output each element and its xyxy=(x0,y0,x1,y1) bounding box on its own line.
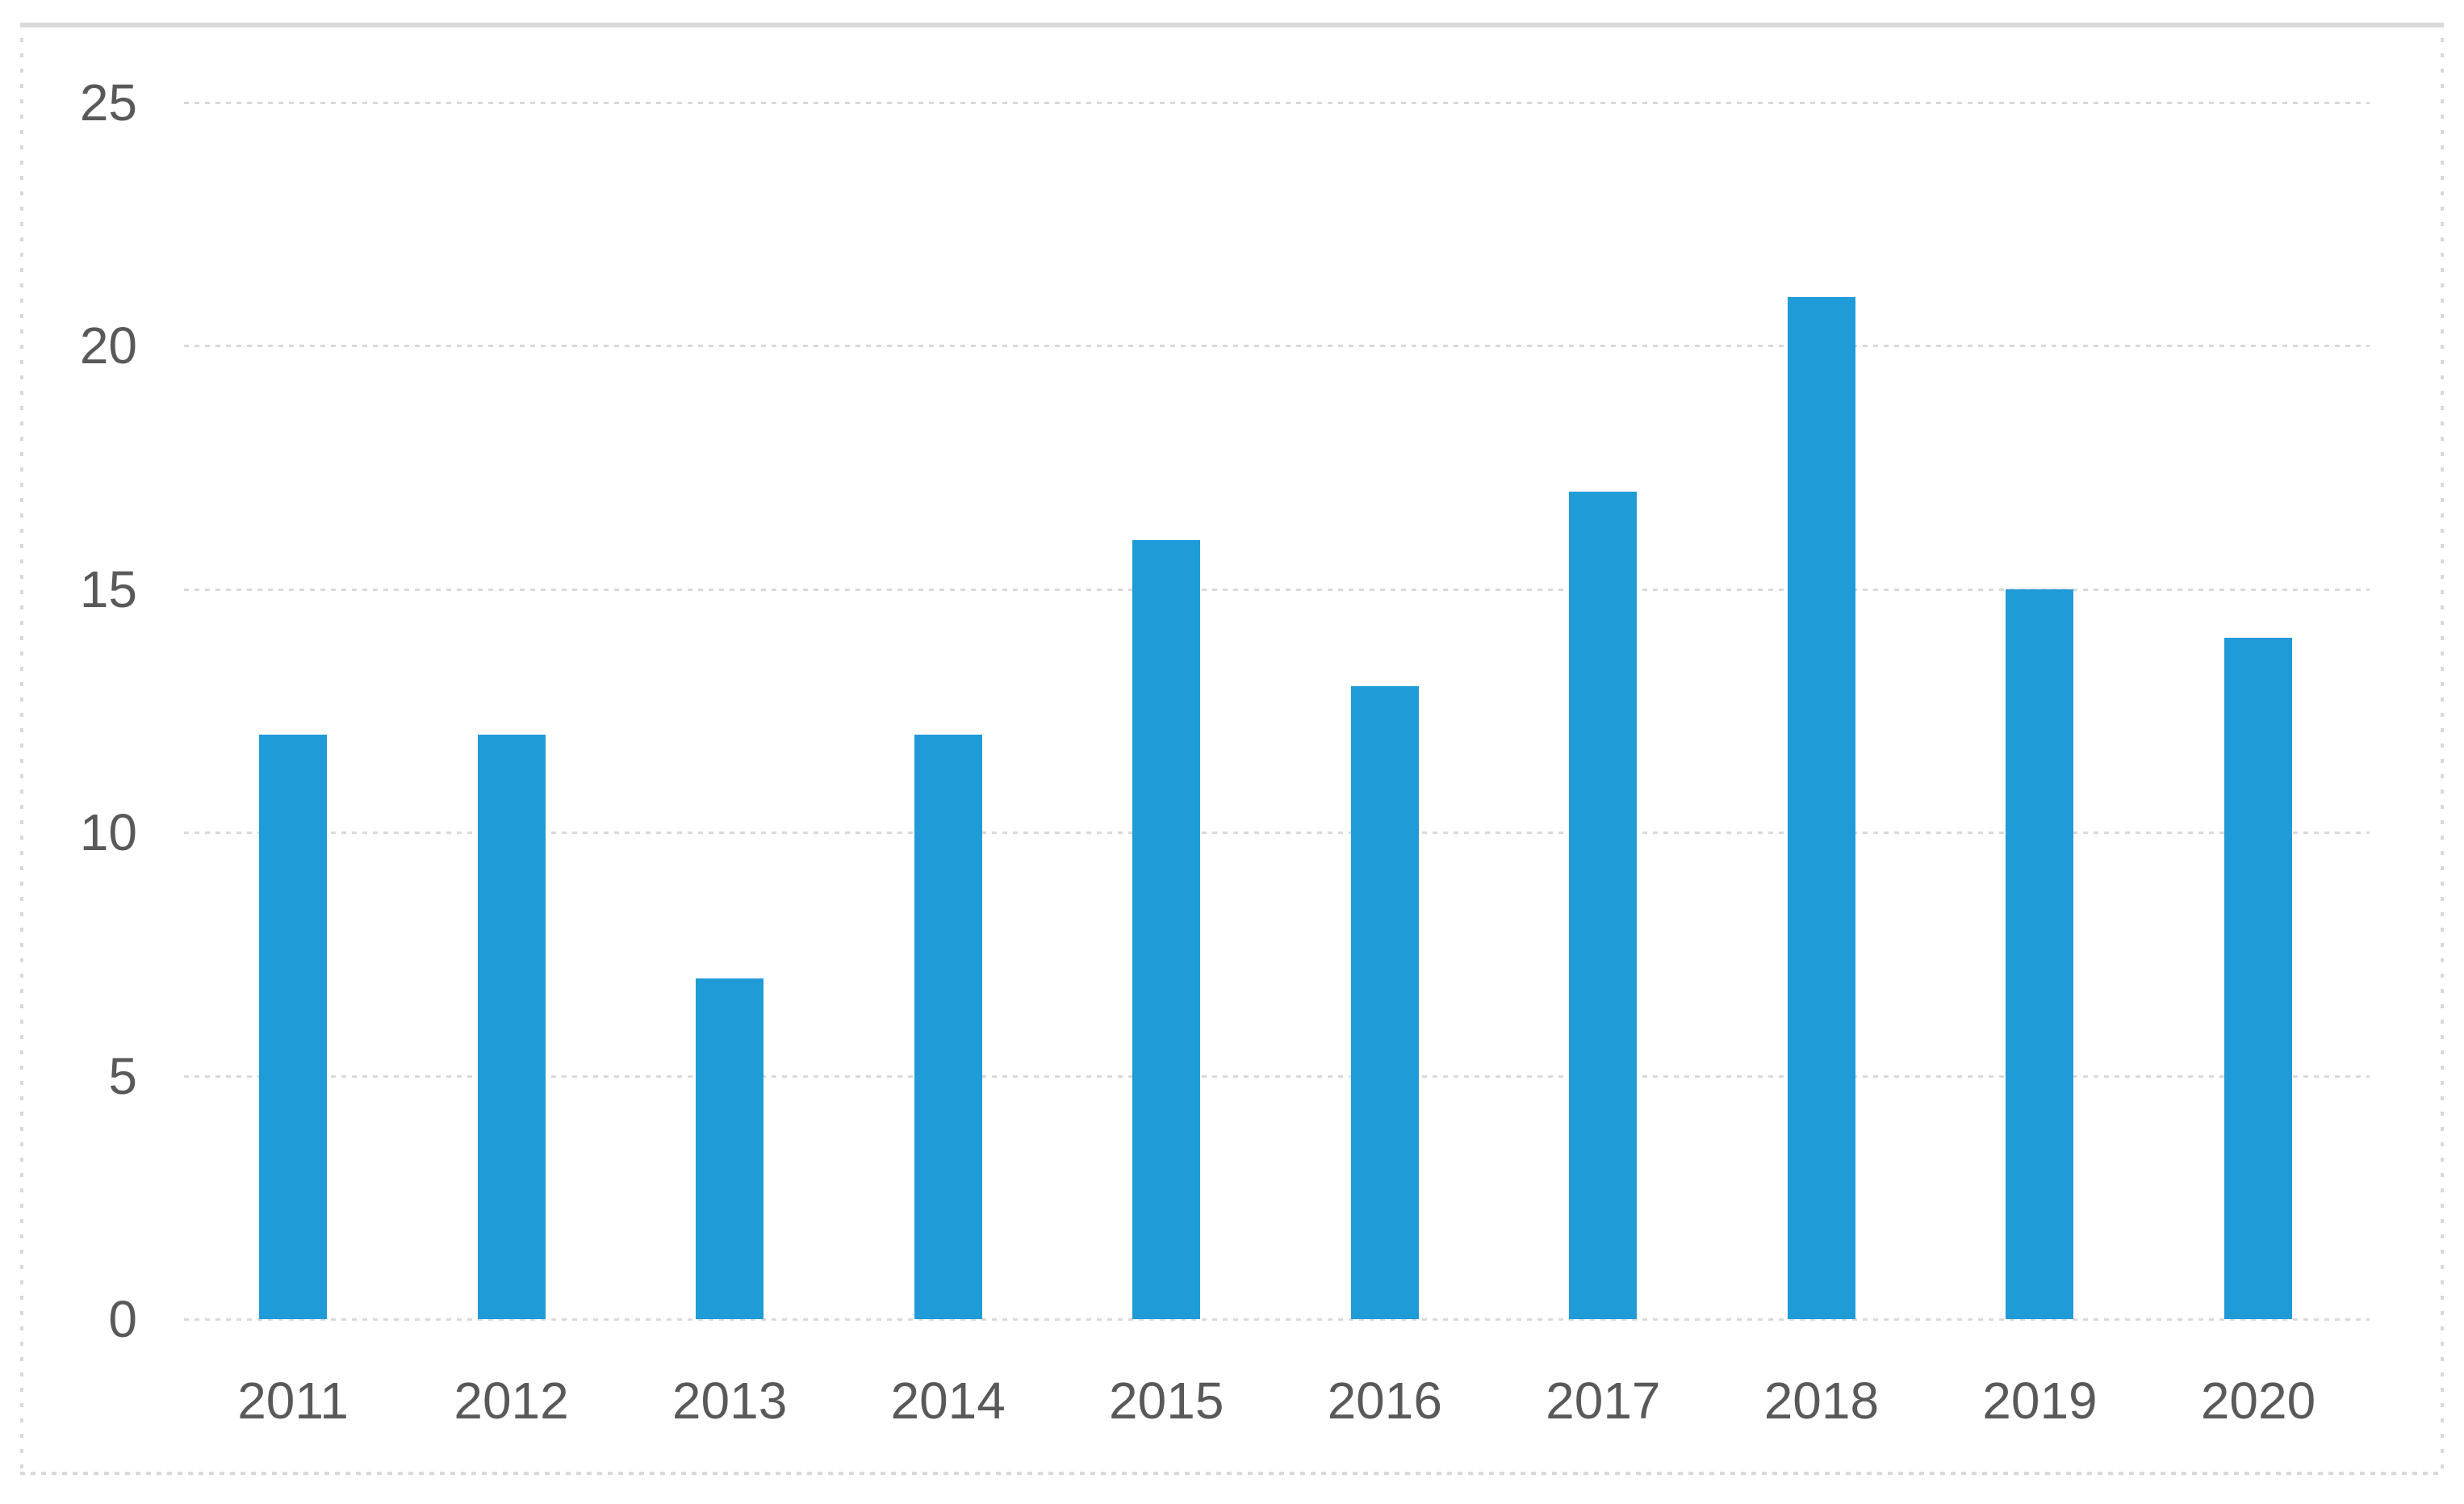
chart-border-left xyxy=(20,23,23,1475)
bar-2015 xyxy=(1132,540,1201,1319)
y-tick-label-0: 0 xyxy=(108,1290,137,1348)
bar-2014 xyxy=(914,735,982,1319)
chart-area xyxy=(20,23,2444,1475)
y-tick-label-20: 20 xyxy=(79,316,137,375)
bar-2013 xyxy=(696,978,764,1319)
chart-border-bottom xyxy=(20,1472,2444,1475)
chart-border-right xyxy=(2441,23,2444,1475)
bar-2020 xyxy=(2224,637,2292,1319)
bar-2012 xyxy=(477,735,546,1319)
bar-2017 xyxy=(1569,491,1638,1319)
x-tick-label-2011: 2011 xyxy=(237,1372,349,1430)
chart-border-top xyxy=(20,23,2444,27)
y-tick-label-10: 10 xyxy=(79,803,137,861)
y-tick-label-15: 15 xyxy=(79,559,137,618)
x-tick-label-2012: 2012 xyxy=(454,1372,569,1430)
bar-2018 xyxy=(1787,296,1855,1319)
x-tick-label-2013: 2013 xyxy=(671,1372,788,1430)
bar-2016 xyxy=(1350,686,1419,1319)
gridline-y-15 xyxy=(184,588,2370,591)
x-tick-label-2015: 2015 xyxy=(1109,1372,1224,1430)
x-tick-label-2014: 2014 xyxy=(890,1372,1006,1430)
x-tick-label-2017: 2017 xyxy=(1546,1372,1661,1430)
x-tick-label-2020: 2020 xyxy=(2200,1372,2316,1430)
x-tick-label-2019: 2019 xyxy=(1982,1372,2098,1430)
gridline-y-0 xyxy=(184,1318,2370,1321)
bar-2011 xyxy=(259,735,327,1319)
gridline-y-25 xyxy=(184,101,2370,104)
y-tick-label-5: 5 xyxy=(108,1046,137,1105)
gridline-y-10 xyxy=(184,832,2370,834)
x-tick-label-2016: 2016 xyxy=(1327,1372,1442,1430)
x-tick-label-2018: 2018 xyxy=(1763,1372,1880,1430)
gridline-y-5 xyxy=(184,1075,2370,1078)
gridline-y-20 xyxy=(184,345,2370,347)
y-tick-label-25: 25 xyxy=(79,73,137,132)
bar-2019 xyxy=(2006,589,2074,1319)
